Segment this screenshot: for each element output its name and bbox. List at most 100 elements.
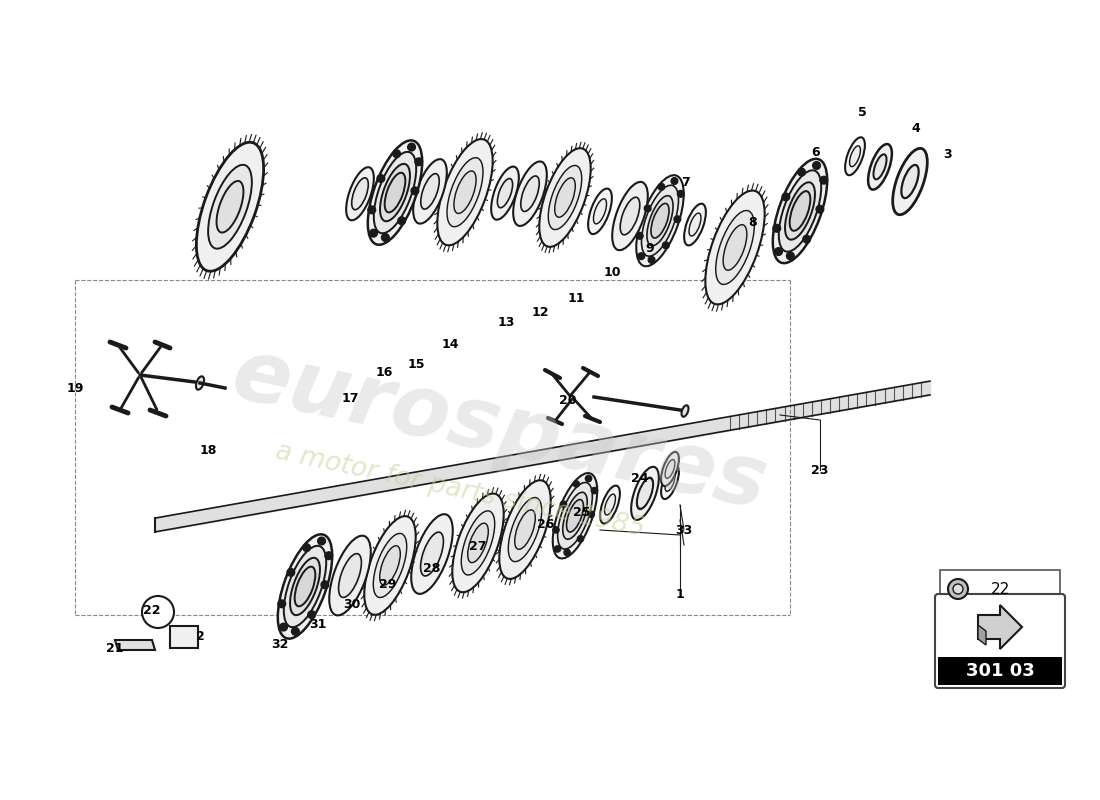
Text: 4: 4 xyxy=(912,122,921,134)
Ellipse shape xyxy=(684,204,706,246)
Ellipse shape xyxy=(689,213,701,236)
Circle shape xyxy=(953,584,962,594)
Ellipse shape xyxy=(790,191,811,231)
Ellipse shape xyxy=(785,182,815,240)
Ellipse shape xyxy=(554,178,575,218)
Circle shape xyxy=(648,257,654,263)
Ellipse shape xyxy=(438,139,493,246)
Bar xyxy=(938,657,1062,685)
Ellipse shape xyxy=(682,406,689,417)
Circle shape xyxy=(560,501,566,507)
Circle shape xyxy=(585,475,592,482)
Circle shape xyxy=(377,174,385,182)
Ellipse shape xyxy=(499,480,551,579)
Circle shape xyxy=(798,168,805,176)
Ellipse shape xyxy=(454,171,476,214)
Ellipse shape xyxy=(284,546,327,627)
Ellipse shape xyxy=(278,534,332,638)
Text: 32: 32 xyxy=(272,638,288,651)
Circle shape xyxy=(671,178,678,184)
Circle shape xyxy=(816,206,824,213)
Text: 6: 6 xyxy=(812,146,821,158)
Text: 24: 24 xyxy=(631,471,649,485)
Ellipse shape xyxy=(295,566,316,606)
Ellipse shape xyxy=(352,178,368,210)
Ellipse shape xyxy=(651,203,669,238)
Ellipse shape xyxy=(290,558,320,615)
Circle shape xyxy=(308,611,316,618)
Ellipse shape xyxy=(447,158,483,226)
Polygon shape xyxy=(978,605,1022,649)
Ellipse shape xyxy=(539,148,591,247)
Circle shape xyxy=(678,190,684,198)
Circle shape xyxy=(408,143,416,151)
Text: 15: 15 xyxy=(407,358,425,371)
Ellipse shape xyxy=(468,523,488,562)
Ellipse shape xyxy=(548,166,582,230)
Ellipse shape xyxy=(197,142,264,271)
Text: 2: 2 xyxy=(196,630,205,643)
Ellipse shape xyxy=(461,511,495,575)
Text: 29: 29 xyxy=(379,578,397,591)
Circle shape xyxy=(370,230,377,237)
Ellipse shape xyxy=(620,198,640,235)
Ellipse shape xyxy=(497,178,513,208)
Circle shape xyxy=(573,481,580,487)
Text: 22: 22 xyxy=(990,582,1010,597)
Circle shape xyxy=(820,176,827,184)
Circle shape xyxy=(637,233,644,239)
Text: a motor for parts since 1985: a motor for parts since 1985 xyxy=(273,438,647,542)
Text: 20: 20 xyxy=(559,394,576,406)
Text: 12: 12 xyxy=(531,306,549,318)
Ellipse shape xyxy=(647,196,673,246)
Text: 10: 10 xyxy=(603,266,620,278)
Circle shape xyxy=(415,158,422,166)
Circle shape xyxy=(578,536,584,542)
Text: 28: 28 xyxy=(424,562,441,574)
Circle shape xyxy=(658,183,664,190)
Circle shape xyxy=(382,234,389,242)
Ellipse shape xyxy=(588,189,612,234)
Text: 9: 9 xyxy=(646,242,654,254)
Ellipse shape xyxy=(452,494,504,592)
Ellipse shape xyxy=(723,225,747,270)
Ellipse shape xyxy=(637,478,653,510)
Ellipse shape xyxy=(705,190,764,304)
Text: eurospares: eurospares xyxy=(226,333,774,527)
Ellipse shape xyxy=(421,174,439,209)
Circle shape xyxy=(813,162,821,170)
Ellipse shape xyxy=(563,492,587,539)
Circle shape xyxy=(645,205,651,212)
Circle shape xyxy=(782,193,790,201)
Ellipse shape xyxy=(873,154,887,179)
Circle shape xyxy=(318,537,326,545)
Ellipse shape xyxy=(411,514,453,594)
Ellipse shape xyxy=(385,173,405,213)
Ellipse shape xyxy=(641,186,679,256)
Ellipse shape xyxy=(849,146,860,166)
Ellipse shape xyxy=(508,498,541,562)
Ellipse shape xyxy=(566,499,583,532)
Ellipse shape xyxy=(552,473,597,558)
Text: 22: 22 xyxy=(143,603,161,617)
Ellipse shape xyxy=(779,170,822,252)
Circle shape xyxy=(564,550,570,556)
Ellipse shape xyxy=(666,459,675,478)
Circle shape xyxy=(393,150,400,158)
Circle shape xyxy=(948,579,968,599)
Circle shape xyxy=(279,623,287,631)
Text: 23: 23 xyxy=(812,463,828,477)
Ellipse shape xyxy=(893,148,927,214)
Circle shape xyxy=(398,217,406,225)
Circle shape xyxy=(674,216,681,222)
Text: 26: 26 xyxy=(537,518,554,530)
Text: 16: 16 xyxy=(375,366,393,378)
Circle shape xyxy=(411,187,419,194)
Ellipse shape xyxy=(716,210,755,285)
Text: 7: 7 xyxy=(682,175,691,189)
Circle shape xyxy=(302,544,310,551)
Text: 27: 27 xyxy=(470,539,486,553)
Ellipse shape xyxy=(601,486,620,523)
Text: 1: 1 xyxy=(675,589,684,602)
Ellipse shape xyxy=(492,166,519,220)
